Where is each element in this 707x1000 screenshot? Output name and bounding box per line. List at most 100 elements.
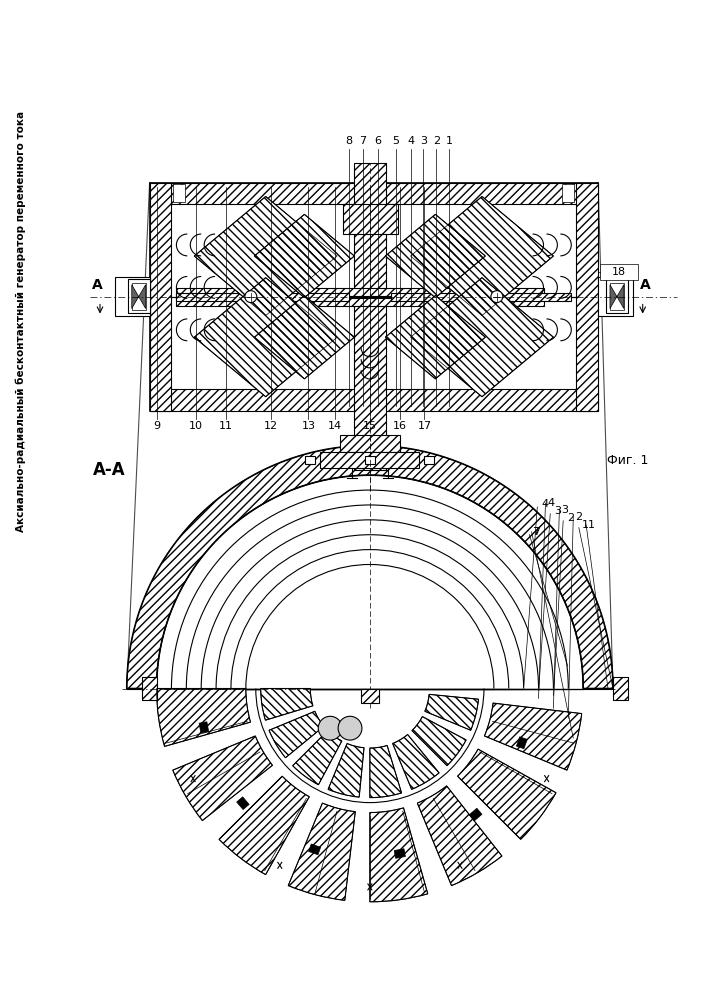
Text: 6: 6: [374, 136, 381, 146]
Text: 5: 5: [392, 136, 399, 146]
Text: 3: 3: [420, 136, 427, 146]
Bar: [177, 298, 544, 306]
Polygon shape: [411, 196, 554, 316]
Text: 8: 8: [346, 136, 353, 146]
Bar: [391, 293, 571, 301]
Wedge shape: [370, 745, 402, 798]
Bar: [150, 183, 598, 411]
Bar: [610, 283, 624, 310]
Text: 7: 7: [534, 527, 541, 537]
Bar: [141, 677, 156, 700]
Text: 3: 3: [561, 505, 568, 515]
Text: 14: 14: [328, 421, 342, 431]
Text: 16: 16: [392, 421, 407, 431]
Wedge shape: [328, 744, 364, 797]
Text: А: А: [92, 278, 103, 292]
Text: 1: 1: [445, 136, 452, 146]
Wedge shape: [269, 711, 324, 758]
Polygon shape: [127, 445, 613, 689]
Text: 2: 2: [433, 136, 440, 146]
Bar: [128, 279, 150, 313]
Bar: [361, 689, 379, 703]
Bar: [354, 163, 386, 470]
Text: 10: 10: [189, 421, 203, 431]
Bar: [340, 435, 399, 452]
Text: 1: 1: [588, 520, 595, 530]
Bar: [150, 183, 598, 204]
Polygon shape: [255, 296, 354, 379]
Text: Аксиально-радиальный бесконтактный генератор переменного тока: Аксиально-радиальный бесконтактный генер…: [16, 111, 26, 532]
Text: 2: 2: [567, 513, 574, 523]
Bar: [141, 677, 156, 700]
Circle shape: [245, 291, 257, 303]
Bar: [115, 277, 150, 316]
Text: 7: 7: [359, 136, 366, 146]
Text: 9: 9: [153, 421, 160, 431]
Circle shape: [318, 716, 342, 740]
Bar: [469, 808, 482, 821]
Wedge shape: [417, 786, 502, 886]
Wedge shape: [457, 749, 556, 839]
Text: 2: 2: [575, 512, 583, 522]
Text: 4: 4: [542, 499, 549, 509]
Text: А-А: А-А: [93, 461, 125, 479]
Bar: [150, 183, 171, 411]
Bar: [365, 456, 375, 464]
Polygon shape: [385, 214, 486, 298]
Bar: [606, 279, 628, 313]
Polygon shape: [385, 296, 486, 379]
Bar: [395, 849, 405, 858]
Wedge shape: [156, 689, 250, 746]
Text: 4: 4: [547, 498, 554, 508]
Polygon shape: [194, 196, 337, 316]
Bar: [600, 264, 638, 280]
Bar: [177, 293, 349, 301]
Wedge shape: [484, 703, 582, 770]
Wedge shape: [288, 803, 356, 900]
Text: 11: 11: [219, 421, 233, 431]
Bar: [613, 677, 628, 700]
Bar: [613, 677, 628, 700]
Bar: [177, 288, 544, 296]
Text: 1: 1: [582, 520, 589, 530]
Text: 13: 13: [301, 421, 315, 431]
Bar: [199, 722, 209, 733]
Text: А: А: [641, 278, 651, 292]
Bar: [237, 797, 249, 810]
Bar: [516, 737, 527, 749]
Polygon shape: [610, 285, 624, 309]
Wedge shape: [425, 694, 479, 730]
Bar: [562, 184, 574, 202]
Bar: [173, 184, 185, 202]
Polygon shape: [411, 278, 554, 397]
Bar: [424, 456, 434, 464]
Text: Фиг. 1: Фиг. 1: [607, 454, 648, 467]
Bar: [150, 389, 598, 411]
Text: 3: 3: [554, 506, 561, 516]
Wedge shape: [412, 717, 466, 766]
Text: 7: 7: [532, 527, 539, 537]
Bar: [309, 844, 320, 855]
Wedge shape: [392, 735, 439, 789]
Wedge shape: [293, 731, 341, 785]
Text: 15: 15: [363, 421, 377, 431]
Text: 12: 12: [264, 421, 278, 431]
Bar: [305, 456, 315, 464]
Bar: [132, 283, 146, 310]
Wedge shape: [370, 808, 428, 902]
Wedge shape: [173, 736, 272, 821]
Text: 4: 4: [407, 136, 414, 146]
Polygon shape: [194, 278, 337, 397]
Bar: [598, 277, 633, 316]
Polygon shape: [132, 285, 146, 309]
Circle shape: [338, 716, 362, 740]
Bar: [576, 183, 598, 411]
Polygon shape: [255, 214, 354, 298]
Wedge shape: [219, 776, 309, 875]
Wedge shape: [261, 689, 313, 720]
Bar: [320, 452, 419, 468]
Circle shape: [491, 291, 503, 303]
Text: 17: 17: [417, 421, 431, 431]
Bar: [343, 204, 397, 234]
Text: 18: 18: [612, 267, 626, 277]
